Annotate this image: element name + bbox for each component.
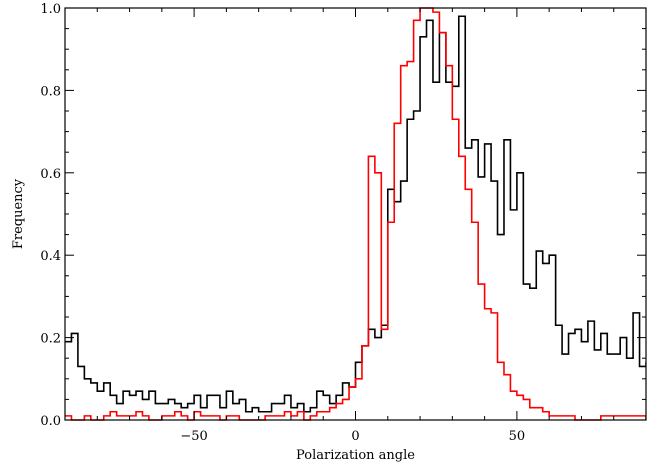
y-tick-label: 0.6 xyxy=(40,167,61,182)
x-tick-label: 50 xyxy=(509,429,526,444)
histogram-series-0 xyxy=(65,15,646,413)
x-tick-label: −50 xyxy=(180,429,207,444)
histogram-series-1 xyxy=(65,7,646,421)
plot-frame xyxy=(64,7,647,421)
y-axis-label: Frequency xyxy=(11,178,26,249)
y-tick-label: 0.2 xyxy=(40,332,61,347)
x-axis-label: Polarization angle xyxy=(296,448,415,463)
y-tick-label: 0.8 xyxy=(40,84,61,99)
y-tick-label: 0.0 xyxy=(40,414,61,429)
series-layer xyxy=(65,7,646,421)
tick-layer: −50 0 50 0.0 0.2 0.4 0.6 0.8 1.0 xyxy=(40,2,647,444)
x-tick-label: 0 xyxy=(351,429,359,444)
y-tick-label: 1.0 xyxy=(40,2,61,17)
y-tick-label: 0.4 xyxy=(40,249,61,264)
